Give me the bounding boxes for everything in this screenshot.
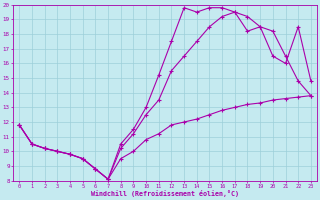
X-axis label: Windchill (Refroidissement éolien,°C): Windchill (Refroidissement éolien,°C) <box>91 190 239 197</box>
